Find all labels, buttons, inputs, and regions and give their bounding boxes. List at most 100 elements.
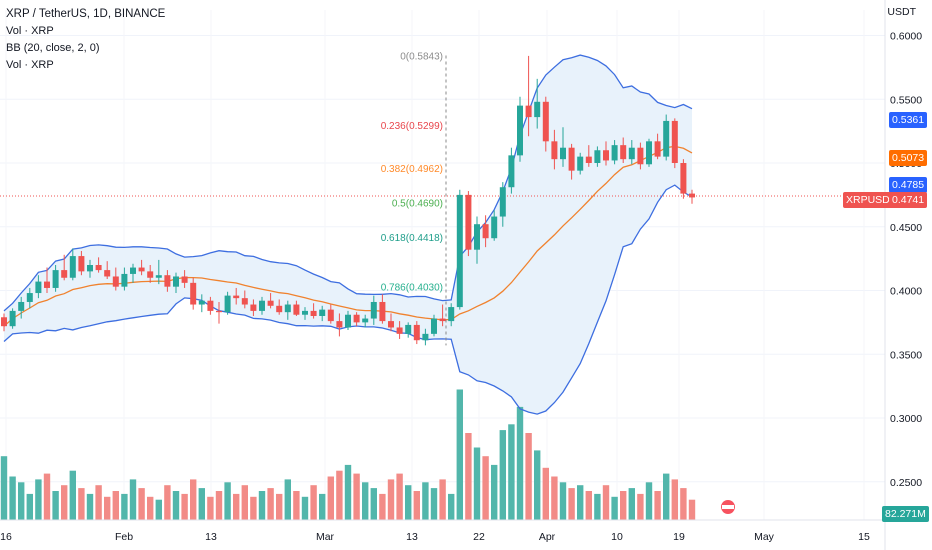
candle-body bbox=[525, 105, 532, 118]
y-tick-label: 0.2500 bbox=[890, 477, 922, 489]
volume-bar bbox=[645, 482, 653, 520]
volume-tag: 82.271M bbox=[882, 506, 929, 522]
candle-body bbox=[345, 314, 351, 328]
basis-tag: 0.5073 bbox=[889, 150, 928, 166]
volume-bar bbox=[448, 493, 455, 520]
y-tick-label: 0.5500 bbox=[890, 94, 922, 106]
candle-body bbox=[508, 155, 515, 188]
volume-bar bbox=[250, 496, 257, 520]
candle-body bbox=[431, 318, 437, 334]
candle-body bbox=[499, 187, 506, 217]
candle-body bbox=[216, 310, 222, 313]
volume-bar bbox=[267, 488, 274, 520]
bollinger-fill-area bbox=[4, 55, 692, 415]
candle-body bbox=[259, 300, 265, 311]
candle-body bbox=[439, 318, 446, 322]
candle-body bbox=[52, 270, 59, 288]
bollinger-fill bbox=[4, 55, 692, 415]
legend-volume[interactable]: Vol · XRP bbox=[6, 25, 54, 37]
volume-bar bbox=[284, 479, 291, 520]
candle-body bbox=[121, 273, 128, 287]
volume-bar bbox=[155, 499, 162, 520]
candle-body bbox=[456, 194, 463, 308]
candle-body bbox=[671, 120, 678, 163]
volume-bar bbox=[69, 470, 76, 520]
volume-bar bbox=[559, 482, 567, 520]
candle-body bbox=[233, 295, 240, 299]
volume-bar bbox=[61, 485, 68, 520]
volume-bar bbox=[611, 496, 618, 520]
x-tick-label: Apr bbox=[539, 531, 556, 543]
volume-bar bbox=[482, 456, 489, 520]
volume-bars bbox=[0, 389, 696, 520]
volume-bar bbox=[405, 485, 412, 520]
candle-body bbox=[284, 304, 291, 313]
legend-volume-2[interactable]: Vol · XRP bbox=[6, 59, 54, 71]
volume-bar bbox=[688, 499, 696, 520]
volume-bar bbox=[164, 485, 171, 520]
candle-body bbox=[319, 309, 326, 316]
volume-bar bbox=[379, 493, 386, 520]
x-tick-label: Feb bbox=[115, 531, 133, 543]
fibonacci-retracement: 0(0.5843) 0.236(0.5299) 0.382(0.4962) 0.5(0… bbox=[0, 52, 885, 346]
candle-body bbox=[405, 324, 412, 334]
volume-bar bbox=[473, 447, 481, 520]
candle-body bbox=[611, 145, 618, 161]
candle-body bbox=[61, 270, 68, 278]
fib-level-label: 0.786(0.4030) bbox=[381, 283, 443, 294]
x-tick-label: Mar bbox=[316, 531, 335, 543]
candle-body bbox=[336, 321, 343, 328]
volume-bar bbox=[353, 473, 360, 520]
candle-body bbox=[78, 256, 85, 272]
volume-bar bbox=[95, 485, 102, 520]
volume-bar bbox=[430, 488, 438, 520]
candle-body bbox=[302, 310, 308, 315]
candle-body bbox=[147, 271, 154, 278]
fib-level-label: 0.618(0.4418) bbox=[381, 233, 443, 244]
volume-bar bbox=[336, 470, 343, 520]
candle-body bbox=[1, 317, 7, 327]
candle-body bbox=[327, 309, 334, 322]
volume-bar bbox=[198, 488, 205, 520]
candle-body bbox=[422, 333, 429, 341]
x-tick-label: 13 bbox=[406, 531, 418, 543]
candles bbox=[1, 55, 695, 346]
volume-bar bbox=[680, 488, 687, 520]
volume-bar bbox=[602, 485, 610, 520]
candle-body bbox=[551, 141, 558, 160]
candle-body bbox=[362, 318, 369, 323]
candle-body bbox=[112, 276, 119, 287]
candle-body bbox=[379, 301, 386, 322]
volume-bar bbox=[577, 485, 584, 520]
candle-body bbox=[190, 282, 197, 305]
candle-body bbox=[9, 310, 16, 327]
candle-body bbox=[35, 281, 42, 294]
volume-bar bbox=[241, 485, 248, 520]
candle-body bbox=[413, 324, 420, 341]
candle-body bbox=[594, 150, 601, 163]
volume-bar bbox=[43, 473, 51, 520]
candle-body bbox=[474, 224, 480, 250]
volume-bar bbox=[534, 450, 541, 520]
volume-bar bbox=[181, 493, 188, 520]
candle-body bbox=[104, 270, 111, 277]
x-tick-label: 15 bbox=[858, 531, 870, 543]
candle-body bbox=[585, 156, 592, 163]
candle-body bbox=[155, 275, 162, 278]
upper-band-tag: 0.5361 bbox=[889, 112, 928, 128]
volume-bar bbox=[499, 430, 506, 520]
candle-body bbox=[276, 305, 283, 313]
legend-title[interactable]: XRP / TetherUS, 1D, BINANCE bbox=[6, 8, 166, 20]
candle-body bbox=[646, 141, 652, 165]
candle-body bbox=[224, 295, 231, 313]
volume-bar bbox=[654, 491, 661, 520]
volume-bar bbox=[637, 493, 644, 520]
volume-bar bbox=[26, 493, 33, 520]
volume-bar bbox=[310, 485, 317, 520]
candle-body bbox=[542, 101, 549, 142]
legend-bollinger[interactable]: BB (20, close, 2, 0) bbox=[6, 42, 100, 54]
candle-body bbox=[95, 265, 102, 271]
volume-bar bbox=[551, 476, 558, 520]
